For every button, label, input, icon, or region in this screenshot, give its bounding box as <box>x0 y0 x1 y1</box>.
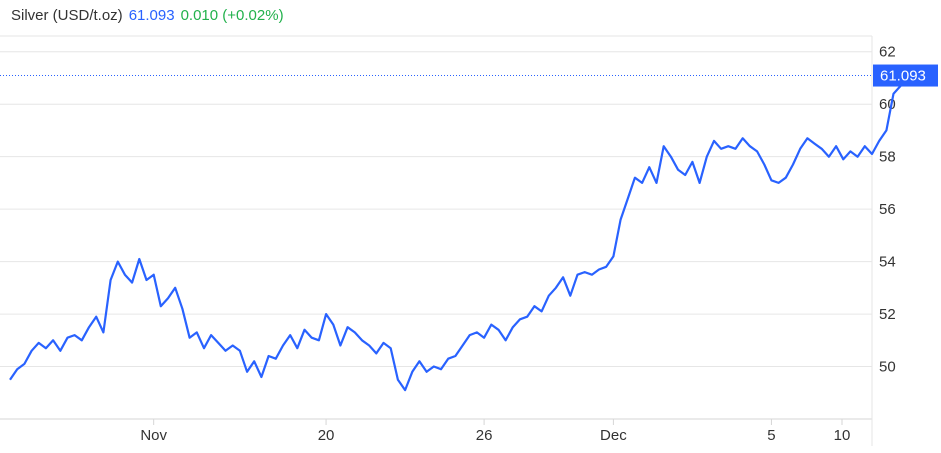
x-tick-label: 10 <box>834 427 851 444</box>
chart-header: Silver (USD/t.oz) 61.093 0.010 (+0.02%) <box>11 7 290 24</box>
y-tick-label: 54 <box>879 254 896 271</box>
x-tick-label: Nov <box>140 427 167 444</box>
y-tick-label: 62 <box>879 44 896 61</box>
price-change: 0.010 (+0.02%) <box>180 7 284 24</box>
instrument-title: Silver (USD/t.oz) <box>11 7 123 24</box>
y-tick-label: 58 <box>879 149 896 166</box>
last-price-tag-label: 61.093 <box>880 68 926 85</box>
y-tick-label: 52 <box>879 306 896 323</box>
last-price: 61.093 <box>128 7 175 24</box>
series-line <box>9 74 916 392</box>
x-tick-label: Dec <box>600 427 627 444</box>
y-tick-label: 50 <box>879 359 896 376</box>
last-price-tag <box>873 64 938 87</box>
x-tick-label: 5 <box>767 427 775 444</box>
x-tick-label: 26 <box>476 427 493 444</box>
y-tick-label: 56 <box>879 201 896 218</box>
x-tick-label: 20 <box>318 427 335 444</box>
